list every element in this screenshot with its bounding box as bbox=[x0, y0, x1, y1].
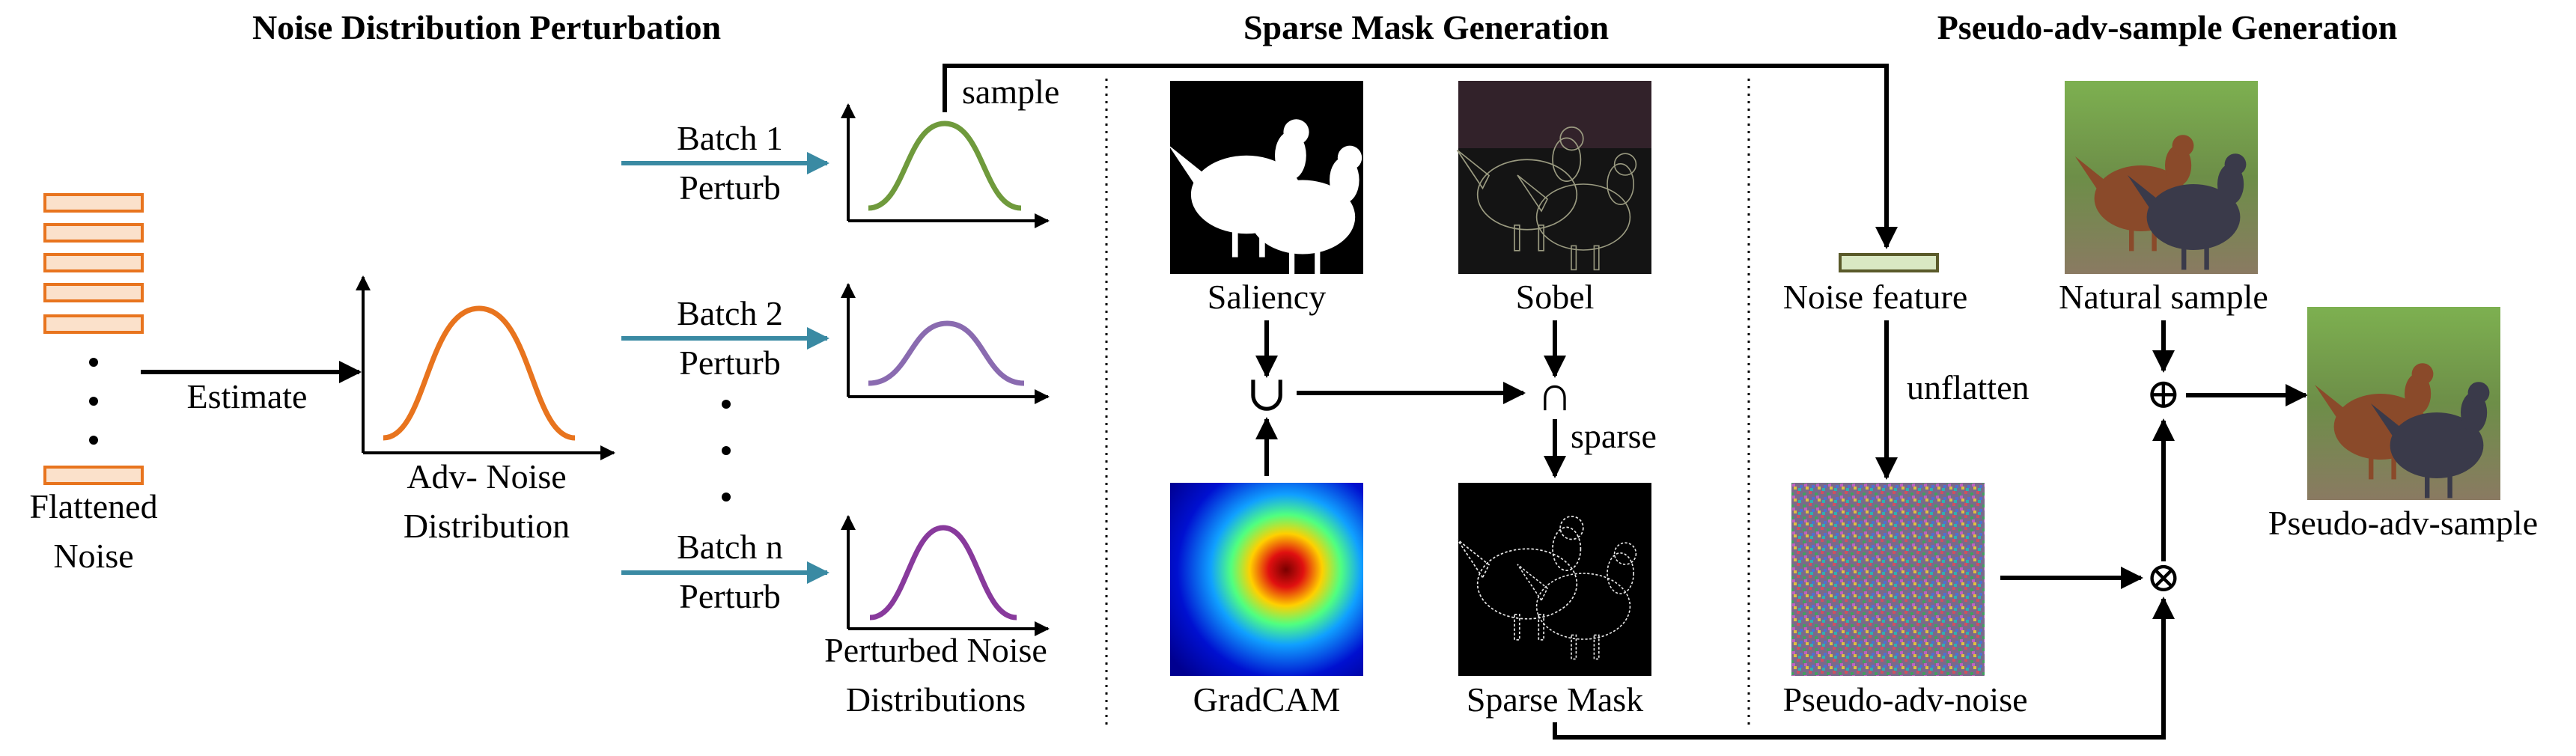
pseudo-adv-sample-label: Pseudo-adv-sample bbox=[2268, 504, 2538, 542]
pseudo-adv-noise-image bbox=[1791, 483, 1985, 676]
noise-feature-bar bbox=[1839, 253, 1939, 272]
ellipsis-dot bbox=[89, 436, 98, 445]
ellipsis-dot bbox=[722, 493, 731, 502]
noise-bar bbox=[43, 223, 144, 243]
saliency-image bbox=[1168, 81, 1363, 277]
multiply-symbol: ⊗ bbox=[2146, 555, 2181, 601]
ellipsis-dot bbox=[89, 358, 98, 367]
unflatten-label: unflatten bbox=[1907, 368, 2030, 406]
adv-noise-plot bbox=[356, 275, 615, 460]
batchn-plot bbox=[841, 515, 1050, 636]
batch1-plot bbox=[841, 103, 1050, 228]
batch2-plot bbox=[841, 283, 1050, 404]
estimate-label: Estimate bbox=[187, 377, 308, 415]
sobel-image bbox=[1456, 81, 1651, 274]
add-symbol: ⊕ bbox=[2146, 371, 2181, 418]
mask-to-multiply-arrow bbox=[1553, 597, 2175, 740]
batchn-perturb-label: Perturb bbox=[679, 577, 780, 615]
flattened-label-1: Flattened bbox=[29, 487, 157, 525]
batch2-curve bbox=[868, 320, 1025, 386]
batchn-label: Batch n bbox=[677, 528, 783, 566]
perturbed-label-2: Distributions bbox=[846, 680, 1026, 719]
natural-sample-label: Natural sample bbox=[2059, 278, 2268, 316]
noise-bar bbox=[43, 314, 144, 334]
batch2-label: Batch 2 bbox=[677, 294, 783, 332]
noise-bar bbox=[43, 283, 144, 302]
gradcam-heatmap bbox=[1170, 483, 1363, 676]
sobel-label: Sobel bbox=[1516, 278, 1595, 316]
ellipsis-dot bbox=[89, 397, 98, 406]
perturbed-label-1: Perturbed Noise bbox=[824, 631, 1047, 669]
adv-noise-curve bbox=[383, 305, 576, 441]
sobel-fence bbox=[1458, 81, 1651, 148]
natural-sample-image bbox=[2065, 81, 2258, 274]
heading-pseudo-adv: Pseudo-adv-sample Generation bbox=[1937, 8, 2398, 46]
noise-feature-label: Noise feature bbox=[1783, 278, 1968, 316]
ellipsis-dot bbox=[722, 400, 731, 409]
ellipsis-dot bbox=[722, 446, 731, 455]
heading-sparse-mask: Sparse Mask Generation bbox=[1243, 8, 1609, 46]
adv-noise-label-2: Distribution bbox=[404, 507, 570, 545]
noise-bar bbox=[43, 193, 144, 213]
adv-noise-label-1: Adv- Noise bbox=[407, 457, 566, 496]
batch1-perturb-label: Perturb bbox=[679, 168, 780, 207]
union-symbol: ∪ bbox=[1246, 367, 1287, 421]
sparse-mask-background bbox=[1458, 483, 1651, 676]
pseudo-adv-sample-image bbox=[2307, 307, 2500, 500]
heading-noise-distribution: Noise Distribution Perturbation bbox=[252, 8, 721, 46]
noise-bar bbox=[43, 253, 144, 272]
intersection-symbol: ∩ bbox=[1537, 367, 1573, 421]
batchn-curve bbox=[869, 525, 1017, 621]
saliency-label: Saliency bbox=[1208, 278, 1326, 316]
gradcam-image bbox=[1170, 483, 1363, 676]
batch1-label: Batch 1 bbox=[677, 119, 783, 157]
flattened-noise-stack bbox=[43, 193, 144, 485]
sparse-label: sparse bbox=[1571, 417, 1657, 455]
sample-arrow bbox=[943, 64, 1898, 249]
batch1-curve bbox=[868, 121, 1022, 211]
batch2-perturb-label: Perturb bbox=[679, 344, 780, 382]
noise-bar bbox=[43, 466, 144, 485]
pseudo-adv-noise-label: Pseudo-adv-noise bbox=[1782, 680, 2027, 719]
flattened-label-2: Noise bbox=[53, 537, 133, 575]
sparse-mask-label: Sparse Mask bbox=[1467, 680, 1643, 719]
gradcam-label: GradCAM bbox=[1193, 680, 1341, 719]
sample-label: sample bbox=[962, 73, 1059, 111]
sparse-mask-image bbox=[1456, 483, 1651, 676]
